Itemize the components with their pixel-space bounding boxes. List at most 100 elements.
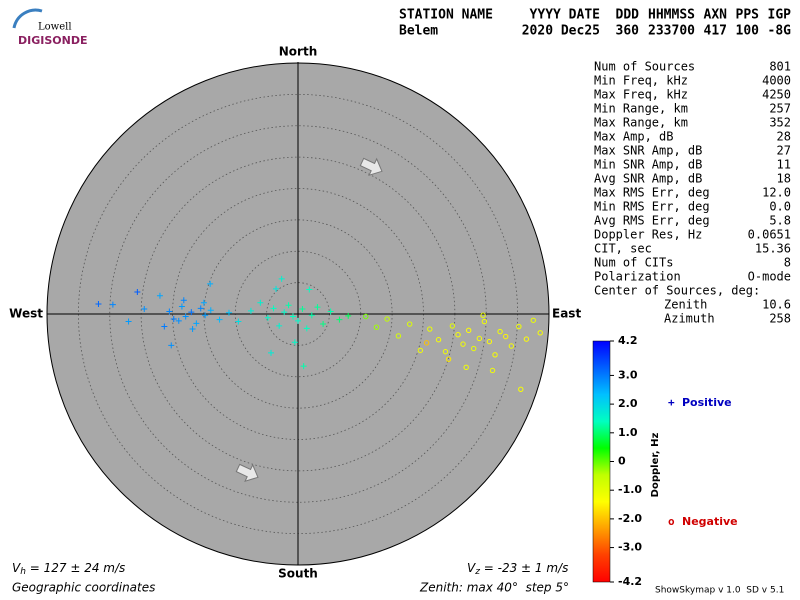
header-value: 360 <box>616 24 640 39</box>
stat-label: Min Range, km <box>594 102 688 116</box>
colorbar <box>592 340 611 583</box>
stat-label: Azimuth <box>664 312 715 326</box>
stat-value: 258 <box>769 312 791 326</box>
stat-label: CIT, sec <box>594 242 652 256</box>
source-point <box>327 308 334 315</box>
source-point <box>188 309 195 316</box>
zenith-label: Zenith: max 40° step 5° <box>419 581 569 595</box>
source-point <box>289 313 296 320</box>
header-label: AXN <box>704 8 728 23</box>
source-point <box>306 286 313 293</box>
colorbar-tick-label: 0 <box>618 455 626 468</box>
stat-label: Min Freq, kHz <box>594 74 688 88</box>
source-point <box>508 343 515 349</box>
stat-value: 0.0651 <box>748 228 791 242</box>
version-label: ShowSkymap v 1.0 SD v 5.1 <box>655 586 784 596</box>
stat-label: Min SNR Amp, dB <box>594 158 702 172</box>
colorbar-tick-label: 4.2 <box>618 334 638 347</box>
stat-value: 8 <box>784 256 791 270</box>
source-point <box>449 323 456 329</box>
source-point <box>285 302 292 309</box>
stat-label: Avg RMS Err, deg <box>594 214 710 228</box>
header-label: STATION NAME <box>399 8 493 23</box>
logo-bottom: DIGISONDE <box>18 34 87 47</box>
source-point <box>537 330 543 336</box>
source-point <box>207 280 214 287</box>
stat-value: 0.0 <box>769 200 791 214</box>
drift-arrow <box>359 157 383 177</box>
source-point <box>180 297 187 304</box>
colorbar-title: Doppler, Hz <box>650 433 661 498</box>
stat-value: 352 <box>769 116 791 130</box>
stat-value: 4250 <box>762 88 791 102</box>
source-point <box>530 317 537 323</box>
source-point <box>268 349 275 356</box>
vz-symbol: V <box>467 561 476 575</box>
source-point <box>480 312 486 318</box>
source-point <box>299 305 306 312</box>
stat-value: 801 <box>769 60 791 74</box>
source-point <box>320 321 327 328</box>
stat-value: 10.6 <box>762 298 791 312</box>
stat-value: 11 <box>777 158 791 172</box>
source-point <box>273 285 280 292</box>
vh-label: Vh = 127 ± 24 m/s <box>12 561 125 577</box>
source-point <box>423 340 430 346</box>
stat-value: 28 <box>777 130 791 144</box>
source-point <box>189 326 196 333</box>
logo-top: Lowell <box>38 22 72 33</box>
source-point <box>216 316 223 323</box>
stat-label: Min RMS Err, deg <box>594 200 710 214</box>
source-point <box>257 299 264 306</box>
source-point <box>276 322 283 329</box>
source-point <box>471 345 477 352</box>
source-point <box>442 348 449 355</box>
source-point <box>497 328 503 335</box>
source-point <box>427 326 433 332</box>
source-point <box>278 275 285 282</box>
header-label: YYYY DATE <box>530 8 600 23</box>
header-value: 2020 Dec25 <box>522 24 600 39</box>
header-label: IGP <box>768 8 792 23</box>
stat-value: 5.8 <box>769 214 791 228</box>
source-point <box>363 313 369 320</box>
colorbar-tick-label: -3.0 <box>618 541 642 554</box>
header-label: HHMMSS <box>648 8 695 23</box>
vz-text: = -23 ± 1 m/s <box>480 561 568 575</box>
source-point <box>109 301 116 308</box>
coords-label: Geographic coordinates <box>12 581 155 595</box>
source-point <box>125 318 132 325</box>
source-point <box>291 339 298 346</box>
source-point <box>465 327 472 334</box>
source-point <box>463 364 469 371</box>
source-point <box>300 363 307 370</box>
legend-label: Positive <box>682 396 732 409</box>
source-point <box>264 314 271 321</box>
source-point <box>175 317 182 324</box>
source-point <box>281 309 288 316</box>
stat-label: Max RMS Err, deg <box>594 186 710 200</box>
source-point <box>336 316 343 323</box>
compass-south: South <box>278 567 318 581</box>
source-point <box>166 308 173 315</box>
source-point <box>518 386 524 392</box>
source-point <box>455 332 461 338</box>
source-point <box>476 335 483 342</box>
source-point <box>295 317 301 324</box>
vz-label: Vz = -23 ± 1 m/s <box>467 561 568 577</box>
source-point <box>270 305 277 312</box>
source-point <box>486 338 493 345</box>
stat-value: 27 <box>777 144 791 158</box>
colorbar-tick-label: -4.2 <box>618 575 642 588</box>
source-point <box>314 304 321 311</box>
stat-value: O-mode <box>748 270 791 284</box>
source-point <box>523 336 530 342</box>
source-point <box>168 342 175 349</box>
source-point <box>197 305 204 312</box>
stat-label: Num of Sources <box>594 60 695 74</box>
stat-value: 18 <box>777 172 791 186</box>
vz-sub: z <box>474 567 480 577</box>
compass-east: East <box>552 307 581 321</box>
stat-section: Center of Sources, deg: <box>594 284 760 298</box>
source-point <box>170 316 177 323</box>
